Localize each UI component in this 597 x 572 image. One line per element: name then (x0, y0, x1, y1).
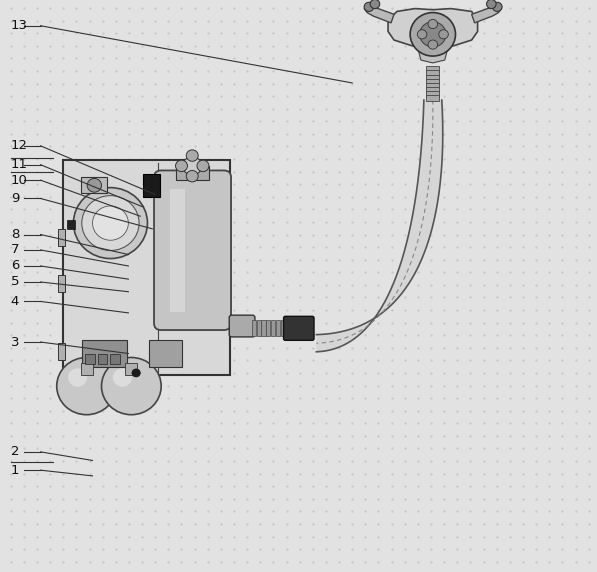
Circle shape (186, 150, 198, 161)
Bar (125, 363, 137, 375)
Bar (58, 229, 65, 246)
Circle shape (420, 22, 446, 47)
Circle shape (101, 358, 161, 415)
Bar (81, 363, 93, 375)
FancyBboxPatch shape (284, 316, 314, 340)
Text: 3: 3 (11, 336, 19, 348)
Polygon shape (316, 100, 443, 352)
Circle shape (186, 170, 198, 182)
Text: 13: 13 (11, 19, 27, 32)
Circle shape (417, 30, 427, 39)
Bar (85, 354, 95, 364)
Circle shape (132, 369, 140, 377)
Bar (426, 74, 439, 80)
Bar (281, 320, 285, 336)
Bar (170, 189, 185, 312)
Text: 6: 6 (11, 260, 19, 272)
Text: 2: 2 (11, 446, 19, 458)
Bar (285, 320, 290, 336)
Circle shape (493, 2, 502, 11)
Bar (426, 91, 439, 97)
Text: 9: 9 (11, 192, 19, 205)
Bar (58, 275, 65, 292)
Circle shape (370, 0, 380, 9)
FancyBboxPatch shape (154, 170, 231, 330)
Text: 11: 11 (11, 158, 27, 171)
Text: 10: 10 (11, 174, 27, 186)
Polygon shape (472, 6, 501, 23)
Bar (261, 320, 266, 336)
Bar (143, 174, 160, 197)
Bar (276, 320, 280, 336)
Bar (426, 95, 439, 101)
Bar (63, 160, 230, 375)
Bar (426, 83, 439, 89)
Bar (58, 343, 65, 360)
Bar (110, 354, 120, 364)
Bar (176, 166, 209, 180)
Bar (426, 78, 439, 84)
Polygon shape (388, 9, 478, 49)
Circle shape (113, 368, 132, 387)
FancyBboxPatch shape (229, 315, 255, 337)
Circle shape (428, 19, 438, 29)
Bar (271, 320, 275, 336)
Circle shape (410, 13, 456, 56)
Polygon shape (418, 49, 448, 63)
Circle shape (487, 0, 496, 9)
Text: 4: 4 (11, 295, 19, 308)
Circle shape (439, 30, 448, 39)
Circle shape (197, 160, 209, 172)
Bar (426, 87, 439, 93)
Circle shape (73, 188, 147, 259)
Circle shape (68, 368, 87, 387)
Circle shape (87, 178, 101, 192)
Bar (82, 340, 127, 367)
Circle shape (93, 206, 128, 240)
Circle shape (183, 157, 202, 175)
Bar (149, 340, 182, 367)
Circle shape (364, 2, 374, 11)
Bar (67, 220, 75, 229)
Bar (98, 354, 107, 364)
Circle shape (57, 358, 116, 415)
Bar (266, 320, 270, 336)
Bar (426, 70, 439, 76)
Circle shape (176, 160, 187, 172)
Text: 7: 7 (11, 244, 19, 256)
Text: 8: 8 (11, 228, 19, 241)
Text: 1: 1 (11, 464, 19, 476)
Circle shape (82, 196, 139, 251)
Bar (426, 66, 439, 72)
Circle shape (428, 40, 438, 49)
Text: 12: 12 (11, 140, 27, 152)
Bar (257, 320, 261, 336)
Bar (252, 320, 256, 336)
Bar (81, 177, 107, 193)
Text: 5: 5 (11, 276, 19, 288)
Polygon shape (364, 6, 394, 23)
